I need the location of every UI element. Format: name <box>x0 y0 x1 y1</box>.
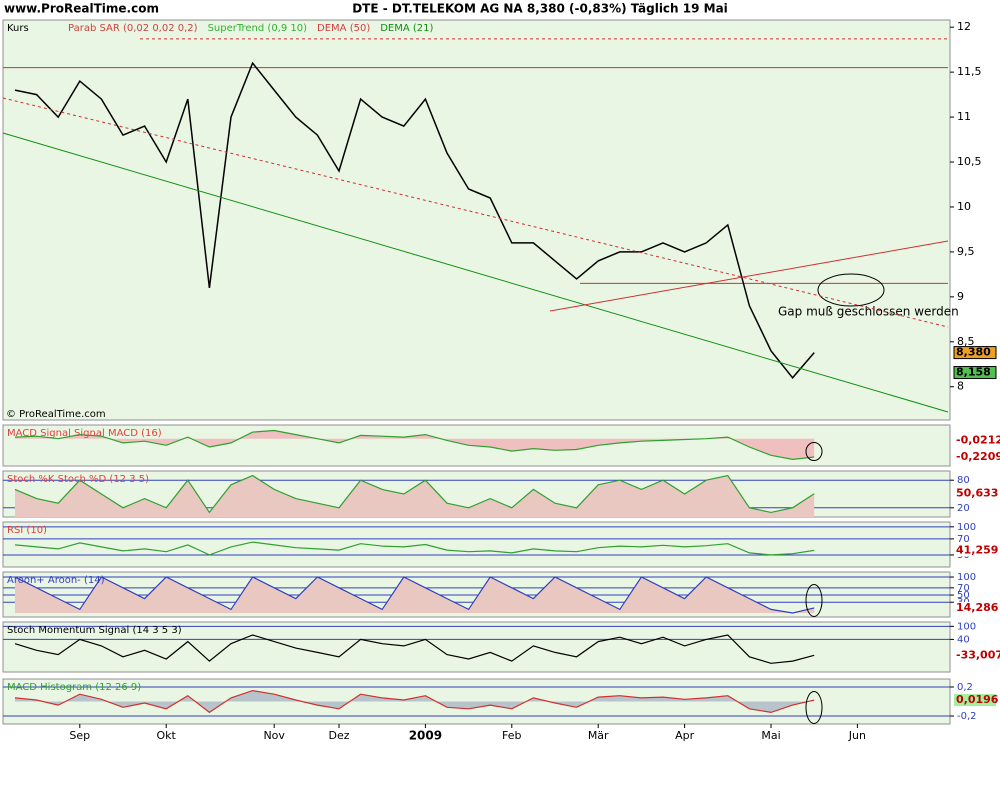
panel-title: Kurs <box>7 23 29 34</box>
y-tick-label: 11 <box>957 110 971 123</box>
series-line <box>14 634 815 664</box>
y-tick-label: 70 <box>957 583 970 594</box>
y-tick-label: 10,5 <box>957 155 982 168</box>
value-marker-box <box>954 450 996 463</box>
x-tick-label: Jun <box>848 729 866 742</box>
y-tick-label: -0,2 <box>957 711 977 722</box>
panel-title: Stoch Momentum Signal (14 3 5 3) <box>7 625 182 636</box>
trend-line <box>549 240 949 312</box>
value-marker-box <box>954 649 996 662</box>
annotation-ellipse <box>805 584 823 617</box>
value-marker-label: -0,0212 <box>956 433 1000 446</box>
x-tick-label: Apr <box>675 729 695 742</box>
panel <box>2 621 951 673</box>
value-marker-label: 8,380 <box>956 346 991 359</box>
title: DTE - DT.TELEKOM AG NA 8,380 (-0,83%) Tä… <box>352 2 728 16</box>
y-tick-label: 100 <box>957 522 976 533</box>
panel-title: MACD Histogram (12 26 9) <box>7 682 141 693</box>
panel-title: Aroon+ Aroon- (14) <box>7 575 105 586</box>
value-marker-label: 41,259 <box>956 543 998 556</box>
y-tick-label: 10 <box>957 200 971 213</box>
y-tick-label: 50 <box>957 590 970 601</box>
area <box>15 475 815 517</box>
y-tick-label: 0,2 <box>957 682 973 693</box>
y-tick-label: 11,5 <box>957 65 982 78</box>
x-tick-label: Mär <box>588 729 609 742</box>
annotation-ellipse <box>805 691 823 724</box>
y-tick-label: 80 <box>957 475 970 486</box>
y-tick-label: 100 <box>957 621 976 632</box>
legend-entry: DEMA (50) <box>317 23 370 34</box>
panel-title: Stoch %K Stoch %D (12 3 5) <box>7 474 149 485</box>
series-line <box>14 61 815 379</box>
legend-entry: Parab SAR (0,02 0,02 0,2) <box>68 23 198 34</box>
value-marker-label: 50,633 <box>956 487 998 500</box>
value-marker-box <box>954 694 996 707</box>
panel-title: MACD Signal Signal MACD (16) <box>7 428 162 439</box>
value-marker-label: 0,0196 <box>956 693 999 706</box>
value-marker-label: -0,2209 <box>956 450 1000 463</box>
value-marker-box <box>953 346 997 360</box>
x-tick-label: Okt <box>157 729 177 742</box>
y-tick-label: 20 <box>957 503 970 514</box>
panel <box>2 19 951 421</box>
area <box>15 690 815 713</box>
value-marker-box <box>954 434 996 447</box>
copyright: © ProRealTime.com <box>6 409 106 420</box>
y-tick-label: 9 <box>957 290 964 303</box>
trend-line <box>2 132 949 413</box>
annotation: Gap muß geschlossen werden <box>778 305 959 319</box>
y-tick-label: 9,5 <box>957 245 975 258</box>
series-line <box>14 689 815 714</box>
panel <box>2 521 951 568</box>
series-line <box>14 429 815 461</box>
y-tick-label: 40 <box>957 634 970 645</box>
legend-entry: SuperTrend (0,9 10) <box>208 23 308 34</box>
value-marker-label: -33,007 <box>956 648 1000 661</box>
y-tick-label: 100 <box>957 572 976 583</box>
series-line <box>14 541 815 556</box>
x-tick-label: Feb <box>502 729 521 742</box>
y-tick-label: 12 <box>957 20 971 33</box>
series-line <box>14 576 815 614</box>
y-tick-label: 8 <box>957 380 964 393</box>
trend-line <box>2 97 949 328</box>
value-marker-box <box>954 487 996 500</box>
annotation-ellipse <box>817 273 885 307</box>
x-tick-label: 2009 <box>409 729 442 743</box>
panel-title: RSI (10) <box>7 525 47 536</box>
value-marker-box <box>954 601 996 614</box>
site: www.ProRealTime.com <box>4 2 159 16</box>
area <box>15 577 815 614</box>
x-tick-label: Mai <box>761 729 780 742</box>
value-marker-box <box>953 366 997 380</box>
value-marker-box <box>954 544 996 557</box>
y-tick-label: 70 <box>957 534 970 545</box>
x-tick-label: Sep <box>69 729 90 742</box>
annotation-ellipse <box>805 442 823 461</box>
x-tick-label: Dez <box>328 729 349 742</box>
legend-entry: DEMA (21) <box>380 23 433 34</box>
value-marker-label: 8,158 <box>956 366 991 379</box>
series-line <box>14 474 815 514</box>
x-tick-label: Nov <box>263 729 285 742</box>
value-marker-label: 14,286 <box>956 601 999 614</box>
y-tick-label: 8,5 <box>957 335 975 348</box>
